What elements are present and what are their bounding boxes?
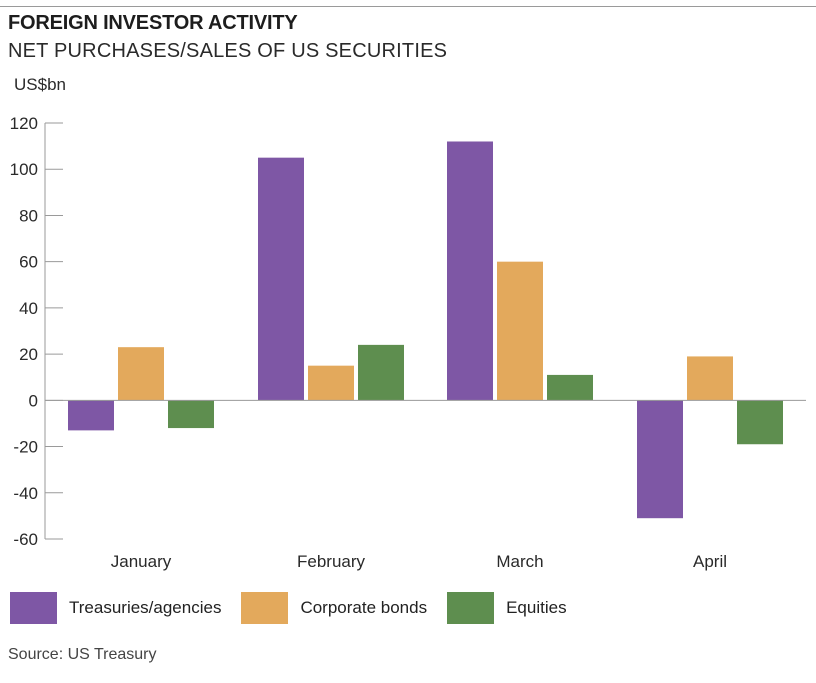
x-category-label: April (693, 552, 727, 571)
legend-swatch-treasuries (10, 592, 57, 624)
bar-treasuries-agencies-january (68, 400, 114, 431)
y-tick-label: 0 (29, 391, 38, 410)
bar-equities-march (547, 374, 593, 401)
y-axis-unit-label: US$bn (14, 75, 66, 94)
x-category-label: March (496, 552, 543, 571)
legend-item-treasuries: Treasuries/agencies (10, 592, 221, 624)
bar-chart: 120 100 80 60 40 20 0 -20 -40 -60 January February M… (10, 114, 806, 571)
y-tick-label: 20 (19, 345, 38, 364)
y-tick-label: 60 (19, 253, 38, 272)
top-rule (0, 6, 816, 7)
x-category-label: January (111, 552, 172, 571)
y-tick-label: 120 (10, 114, 38, 133)
y-tick-label: -40 (13, 484, 38, 503)
legend-label-treasuries: Treasuries/agencies (69, 598, 222, 617)
y-tick-label: 40 (19, 299, 38, 318)
bar-corporate-bonds-january (118, 347, 164, 401)
bar-corporate-bonds-april (687, 356, 733, 401)
legend-item-corporate-bonds: Corporate bonds (241, 592, 427, 624)
chart-subtitle: NET PURCHASES/SALES OF US SECURITIES (8, 40, 448, 62)
bar-corporate-bonds-february (308, 365, 354, 401)
y-tick-label: -20 (13, 438, 38, 457)
bar-equities-january (168, 400, 214, 429)
legend-swatch-equities (447, 592, 495, 624)
legend-swatch-corporate-bonds (241, 592, 289, 624)
bar-treasuries-agencies-april (637, 400, 683, 519)
x-category-label: February (297, 552, 366, 571)
legend-label-equities: Equities (506, 598, 567, 617)
y-tick-label: -60 (13, 530, 38, 549)
legend-label-corporate-bonds: Corporate bonds (300, 598, 428, 617)
bar-treasuries-agencies-february (258, 157, 304, 401)
y-tick-label: 100 (10, 160, 38, 179)
legend: Treasuries/agencies Corporate bonds Equi… (10, 592, 587, 624)
bar-corporate-bonds-march (497, 261, 543, 401)
y-tick-label: 80 (19, 206, 38, 225)
legend-item-equities: Equities (447, 592, 567, 624)
source-note: Source: US Treasury (8, 646, 157, 663)
bar-equities-april (737, 400, 783, 445)
bar-equities-february (358, 344, 404, 401)
bar-treasuries-agencies-march (447, 141, 493, 401)
chart-title: FOREIGN INVESTOR ACTIVITY (8, 12, 298, 34)
